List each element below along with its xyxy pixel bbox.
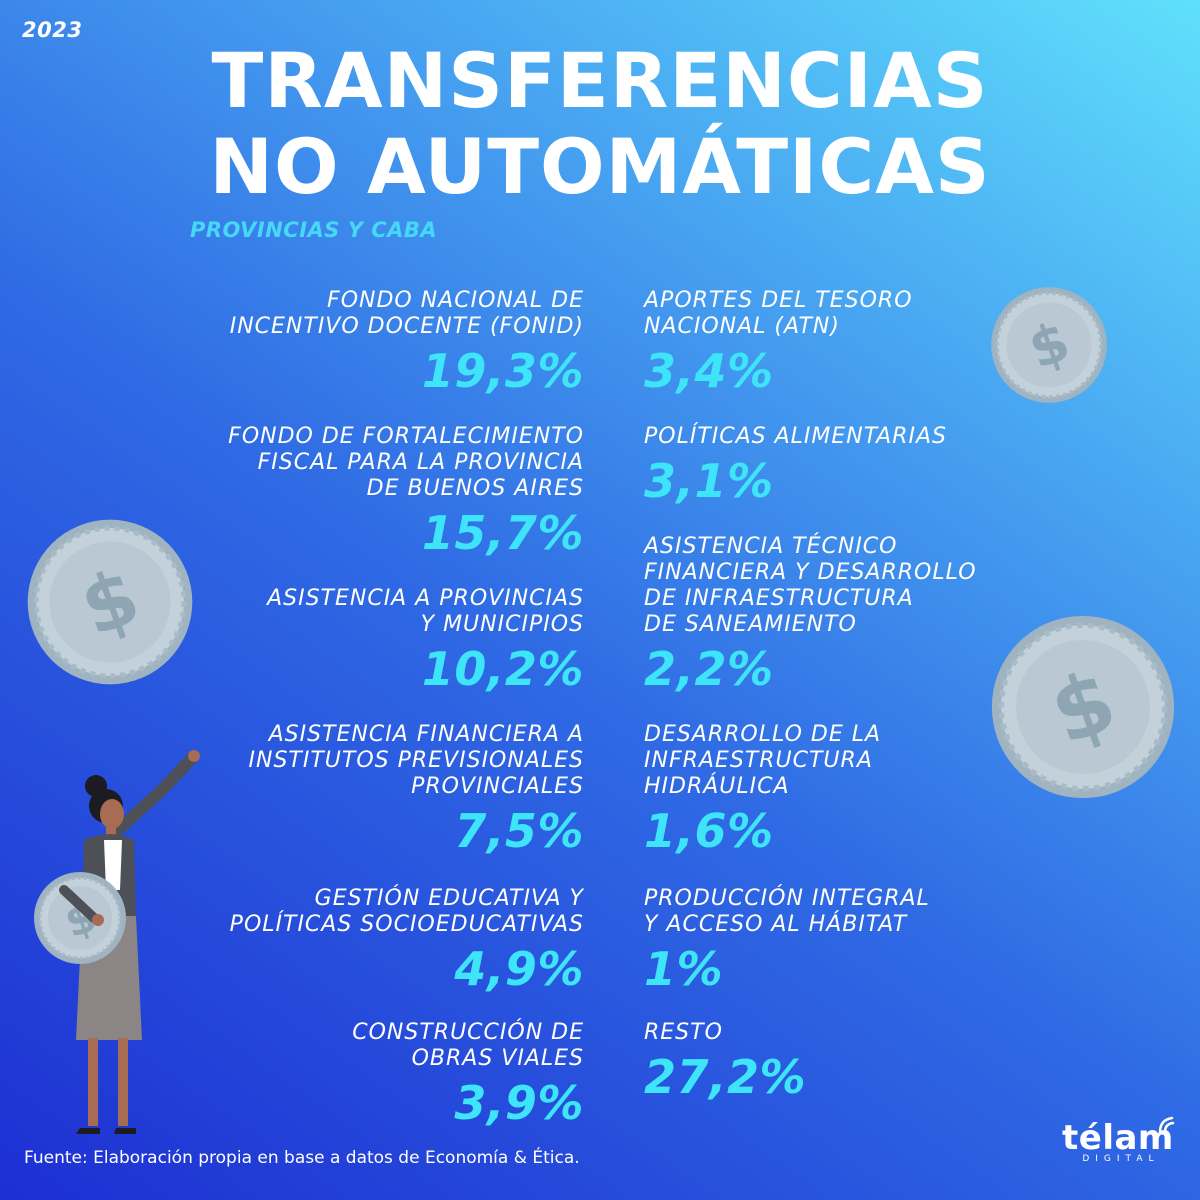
- list-item: RESTO 27,2%: [644, 1020, 806, 1104]
- item-value: 2,2%: [644, 642, 774, 696]
- list-item: ASISTENCIA FINANCIERA A INSTITUTOS PREVI…: [249, 722, 584, 858]
- item-label: ASISTENCIA A PROVINCIAS Y MUNICIPIOS: [267, 586, 584, 637]
- logo-sub: DIGITAL: [1082, 1154, 1160, 1164]
- list-item: GESTIÓN EDUCATIVA Y POLÍTICAS SOCIOEDUCA…: [230, 886, 584, 996]
- item-value: 1,6%: [644, 804, 774, 858]
- item-value: 1%: [644, 942, 724, 996]
- item-value: 19,3%: [421, 344, 584, 398]
- item-label: ASISTENCIA FINANCIERA A INSTITUTOS PREVI…: [248, 722, 584, 799]
- item-value: 3,4%: [644, 344, 774, 398]
- item-value: 3,1%: [644, 454, 774, 508]
- title-line-2: NO AUTOMÁTICAS: [209, 122, 991, 211]
- item-label: POLÍTICAS ALIMENTARIAS: [644, 424, 948, 449]
- list-item: APORTES DEL TESORO NACIONAL (ATN) 3,4%: [644, 288, 913, 398]
- item-value: 15,7%: [421, 506, 584, 560]
- list-item: PRODUCCIÓN INTEGRAL Y ACCESO AL HÁBITAT …: [644, 886, 930, 996]
- list-item: FONDO DE FORTALECIMIENTO FISCAL PARA LA …: [228, 424, 584, 560]
- source-note: Fuente: Elaboración propia en base a dat…: [24, 1148, 580, 1168]
- logo-word: télam: [1062, 1118, 1174, 1158]
- item-value: 4,9%: [454, 942, 584, 996]
- item-value: 7,5%: [454, 804, 584, 858]
- item-label: DESARROLLO DE LA INFRAESTRUCTURA HIDRÁUL…: [644, 722, 882, 799]
- woman-holding-coin-illustration: $: [24, 740, 214, 1144]
- item-value: 27,2%: [644, 1050, 807, 1104]
- title-line-1: TRANSFERENCIAS: [211, 36, 989, 125]
- dollar-coin-icon: $: [26, 518, 194, 686]
- item-label: RESTO: [644, 1020, 723, 1045]
- item-value: 3,9%: [454, 1076, 584, 1130]
- subtitle: PROVINCIAS Y CABA: [190, 218, 438, 242]
- item-value: 10,2%: [421, 642, 584, 696]
- year-label: 2023: [22, 18, 83, 42]
- item-label: FONDO NACIONAL DE INCENTIVO DOCENTE (FON…: [229, 288, 584, 339]
- item-label: PRODUCCIÓN INTEGRAL Y ACCESO AL HÁBITAT: [644, 886, 930, 937]
- list-item: ASISTENCIA TÉCNICO FINANCIERA Y DESARROL…: [644, 534, 977, 696]
- item-label: APORTES DEL TESORO NACIONAL (ATN): [644, 288, 913, 339]
- dollar-coin-icon: $: [990, 614, 1176, 800]
- telam-signal-icon: [1158, 1116, 1175, 1134]
- list-item: CONSTRUCCIÓN DE OBRAS VIALES 3,9%: [352, 1020, 584, 1130]
- list-item: POLÍTICAS ALIMENTARIAS 3,1%: [644, 424, 947, 508]
- telam-logo: télam DIGITAL: [1062, 1116, 1175, 1164]
- item-label: GESTIÓN EDUCATIVA Y POLÍTICAS SOCIOEDUCA…: [229, 886, 584, 937]
- list-item: ASISTENCIA A PROVINCIAS Y MUNICIPIOS 10,…: [267, 586, 584, 696]
- page-title: TRANSFERENCIAS NO AUTOMÁTICAS: [0, 38, 1200, 210]
- list-item: FONDO NACIONAL DE INCENTIVO DOCENTE (FON…: [230, 288, 584, 398]
- item-label: ASISTENCIA TÉCNICO FINANCIERA Y DESARROL…: [644, 534, 977, 637]
- item-label: CONSTRUCCIÓN DE OBRAS VIALES: [352, 1020, 584, 1071]
- dollar-coin-icon: $: [990, 286, 1108, 404]
- list-item: DESARROLLO DE LA INFRAESTRUCTURA HIDRÁUL…: [644, 722, 881, 858]
- item-label: FONDO DE FORTALECIMIENTO FISCAL PARA LA …: [228, 424, 584, 501]
